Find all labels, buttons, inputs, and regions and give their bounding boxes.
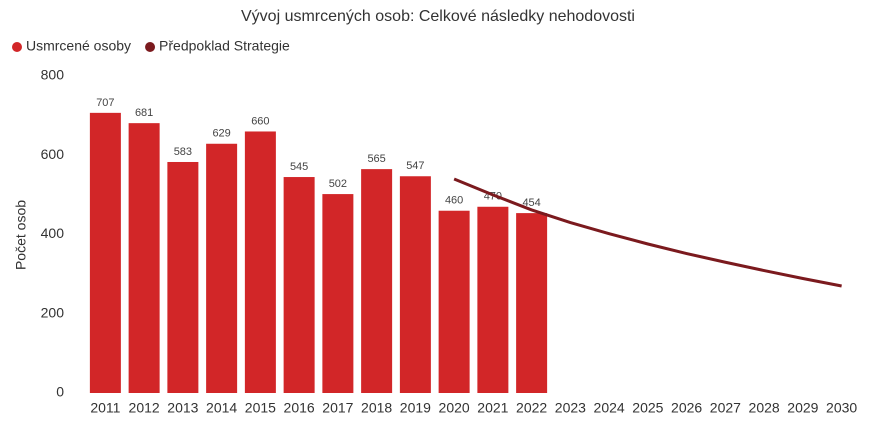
bar xyxy=(283,177,315,393)
x-tick-label: 2030 xyxy=(826,400,857,416)
x-tick-label: 2026 xyxy=(671,400,702,416)
bar xyxy=(438,210,470,393)
legend-label: Usmrcené osoby xyxy=(26,38,131,54)
value-label: 681 xyxy=(135,107,153,119)
value-label: 583 xyxy=(174,146,192,158)
x-tick-label: 2020 xyxy=(439,400,470,416)
legend-label: Předpoklad Strategie xyxy=(159,38,290,54)
value-label: 565 xyxy=(367,153,385,165)
x-tick-label: 2012 xyxy=(129,400,160,416)
y-tick-label: 800 xyxy=(41,67,65,83)
value-label: 545 xyxy=(290,161,308,173)
legend-marker xyxy=(12,42,22,52)
x-tick-label: 2024 xyxy=(594,400,625,416)
value-label: 629 xyxy=(212,128,230,140)
legend-marker xyxy=(145,42,156,52)
x-tick-label: 2021 xyxy=(477,400,508,416)
x-tick-label: 2016 xyxy=(284,400,315,416)
x-tick-label: 2017 xyxy=(322,400,353,416)
bar xyxy=(89,112,121,393)
x-tick-label: 2015 xyxy=(245,400,276,416)
value-label: 547 xyxy=(406,160,424,172)
bar xyxy=(167,161,199,393)
bar xyxy=(244,131,276,393)
x-tick-label: 2022 xyxy=(516,400,547,416)
bar xyxy=(322,194,354,393)
chart-title: Vývoj usmrcených osob: Celkové následky … xyxy=(241,8,635,25)
y-tick-label: 200 xyxy=(41,304,65,320)
bar xyxy=(477,206,509,393)
value-label: 454 xyxy=(522,197,540,209)
x-tick-label: 2018 xyxy=(361,400,392,416)
bar xyxy=(516,213,548,393)
x-tick-label: 2011 xyxy=(90,400,120,416)
x-tick-label: 2013 xyxy=(167,400,198,416)
y-tick-label: 0 xyxy=(56,384,64,400)
y-tick-label: 400 xyxy=(41,225,65,241)
value-label: 660 xyxy=(251,115,269,127)
bar xyxy=(128,123,160,393)
y-tick-label: 600 xyxy=(41,146,65,162)
value-label: 502 xyxy=(329,178,347,190)
x-tick-label: 2029 xyxy=(787,400,818,416)
x-tick-label: 2014 xyxy=(206,400,237,416)
bar xyxy=(206,143,238,393)
bar xyxy=(399,176,431,393)
value-label: 460 xyxy=(445,195,463,207)
bar xyxy=(361,169,393,393)
legend: Usmrcené osoby Předpoklad Strategie xyxy=(12,38,290,54)
x-tick-label: 2019 xyxy=(400,400,431,416)
x-tick-label: 2023 xyxy=(555,400,586,416)
x-tick-label: 2027 xyxy=(710,400,741,416)
x-tick-label: 2028 xyxy=(749,400,780,416)
line xyxy=(453,177,842,288)
y-axis-title: Počet osob xyxy=(13,200,29,270)
x-tick-label: 2025 xyxy=(632,400,663,416)
value-label: 707 xyxy=(96,97,114,109)
